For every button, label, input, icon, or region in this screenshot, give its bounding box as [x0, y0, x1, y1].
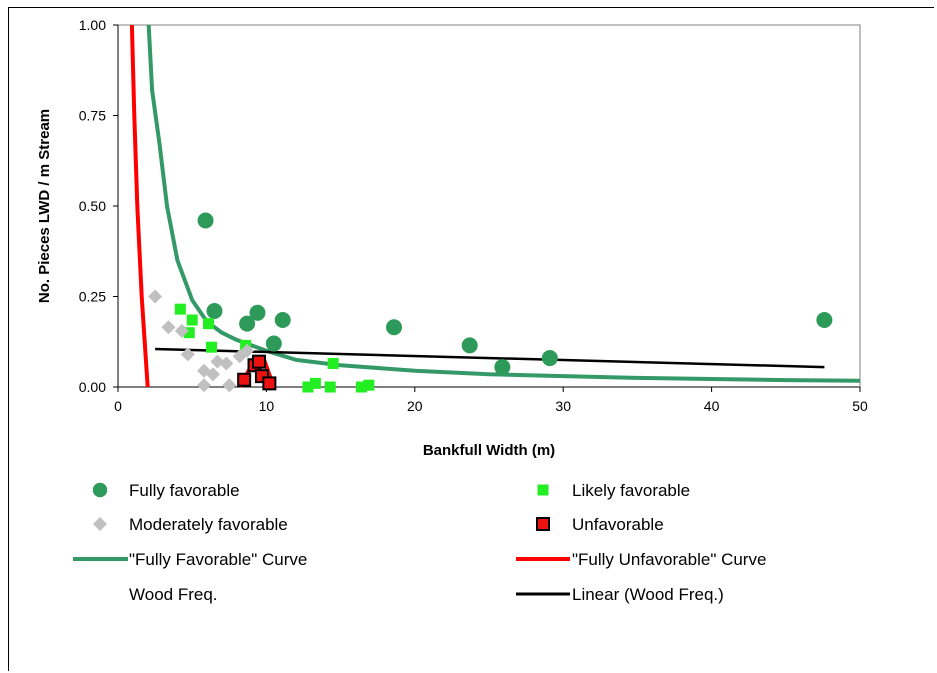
fully-favorable-point [816, 312, 833, 329]
likely-favorable-point [183, 327, 195, 339]
fully-favorable-point [239, 315, 256, 332]
moderately-favorable-point [240, 343, 255, 358]
likely-favorable-point [327, 357, 339, 369]
legend-marker-icon [92, 482, 108, 498]
likely-favorable-point [363, 379, 375, 391]
legend-marker-icon [93, 517, 107, 531]
legend-marker-icon [536, 517, 550, 531]
likely-favorable-point [186, 314, 198, 326]
legend-label: Likely favorable [572, 481, 690, 500]
fully-favorable-point [249, 304, 266, 321]
fully-favorable-point [494, 359, 511, 376]
y-tick-label: 1.00 [79, 17, 106, 33]
legend: Fully favorable Likely favorable Moderatel… [73, 481, 766, 604]
fully-favorable-point [541, 350, 558, 367]
plot-area [117, 24, 861, 388]
unfavorable-point [237, 372, 252, 387]
x-tick-label: 40 [704, 398, 720, 414]
fully-favorable-point [274, 312, 291, 329]
x-tick-label: 10 [259, 398, 275, 414]
legend-label: Moderately favorable [129, 515, 288, 534]
moderately-favorable-point [219, 356, 234, 371]
x-axis-title: Bankfull Width (m) [423, 442, 555, 459]
fully-favorable-point [197, 212, 214, 229]
y-axis-title: No. Pieces LWD / m Stream [36, 109, 53, 303]
likely-favorable-point [205, 341, 217, 353]
y-tick-label: 0.25 [79, 289, 106, 305]
moderately-favorable-point [148, 289, 163, 304]
likely-favorable-point [355, 381, 367, 393]
legend-label: Fully favorable [129, 481, 240, 500]
legend-label: Linear (Wood Freq.) [572, 585, 724, 604]
likely-favorable-point [324, 381, 336, 393]
moderately-favorable-point [222, 378, 237, 393]
likely-favorable-point [302, 381, 314, 393]
series-lines [129, 25, 860, 388]
moderately-favorable-point [180, 347, 195, 362]
legend-marker-icon [537, 484, 549, 496]
axis-ticks: 0 10 20 30 40 50 0.00 0.25 0.50 0.75 1.00 [79, 17, 868, 414]
y-tick-label: 0.50 [79, 198, 106, 214]
likely-favorable-point [203, 318, 215, 330]
legend-label: Unfavorable [572, 515, 664, 534]
fully-favorable-point [386, 319, 403, 336]
linear-wood-freq-line [155, 347, 825, 369]
legend-label: "Fully Unfavorable" Curve [572, 550, 766, 569]
fully-favorable-point [265, 335, 282, 352]
x-tick-label: 50 [852, 398, 868, 414]
legend-label: Wood Freq. [129, 585, 218, 604]
y-tick-label: 0.75 [79, 108, 106, 124]
y-tick-label: 0.00 [79, 379, 106, 395]
likely-favorable-point [309, 377, 321, 389]
unfavorable-point [262, 376, 277, 391]
fully-favorable-point [206, 302, 223, 319]
moderately-favorable-point [210, 354, 225, 369]
x-tick-label: 20 [407, 398, 423, 414]
fully-unfavorable-curve-line [129, 25, 150, 388]
likely-favorable-point [174, 303, 186, 315]
x-tick-label: 30 [555, 398, 571, 414]
legend-label: "Fully Favorable" Curve [129, 550, 307, 569]
moderately-favorable-point [197, 378, 212, 393]
x-tick-label: 0 [114, 398, 122, 414]
moderately-favorable-point [161, 320, 176, 335]
unfavorable-point [251, 354, 266, 369]
fully-favorable-point [461, 337, 478, 354]
series-points [148, 212, 833, 393]
moderately-favorable-point [174, 323, 189, 338]
chart-frame [8, 7, 934, 671]
moderately-favorable-point [205, 367, 220, 382]
